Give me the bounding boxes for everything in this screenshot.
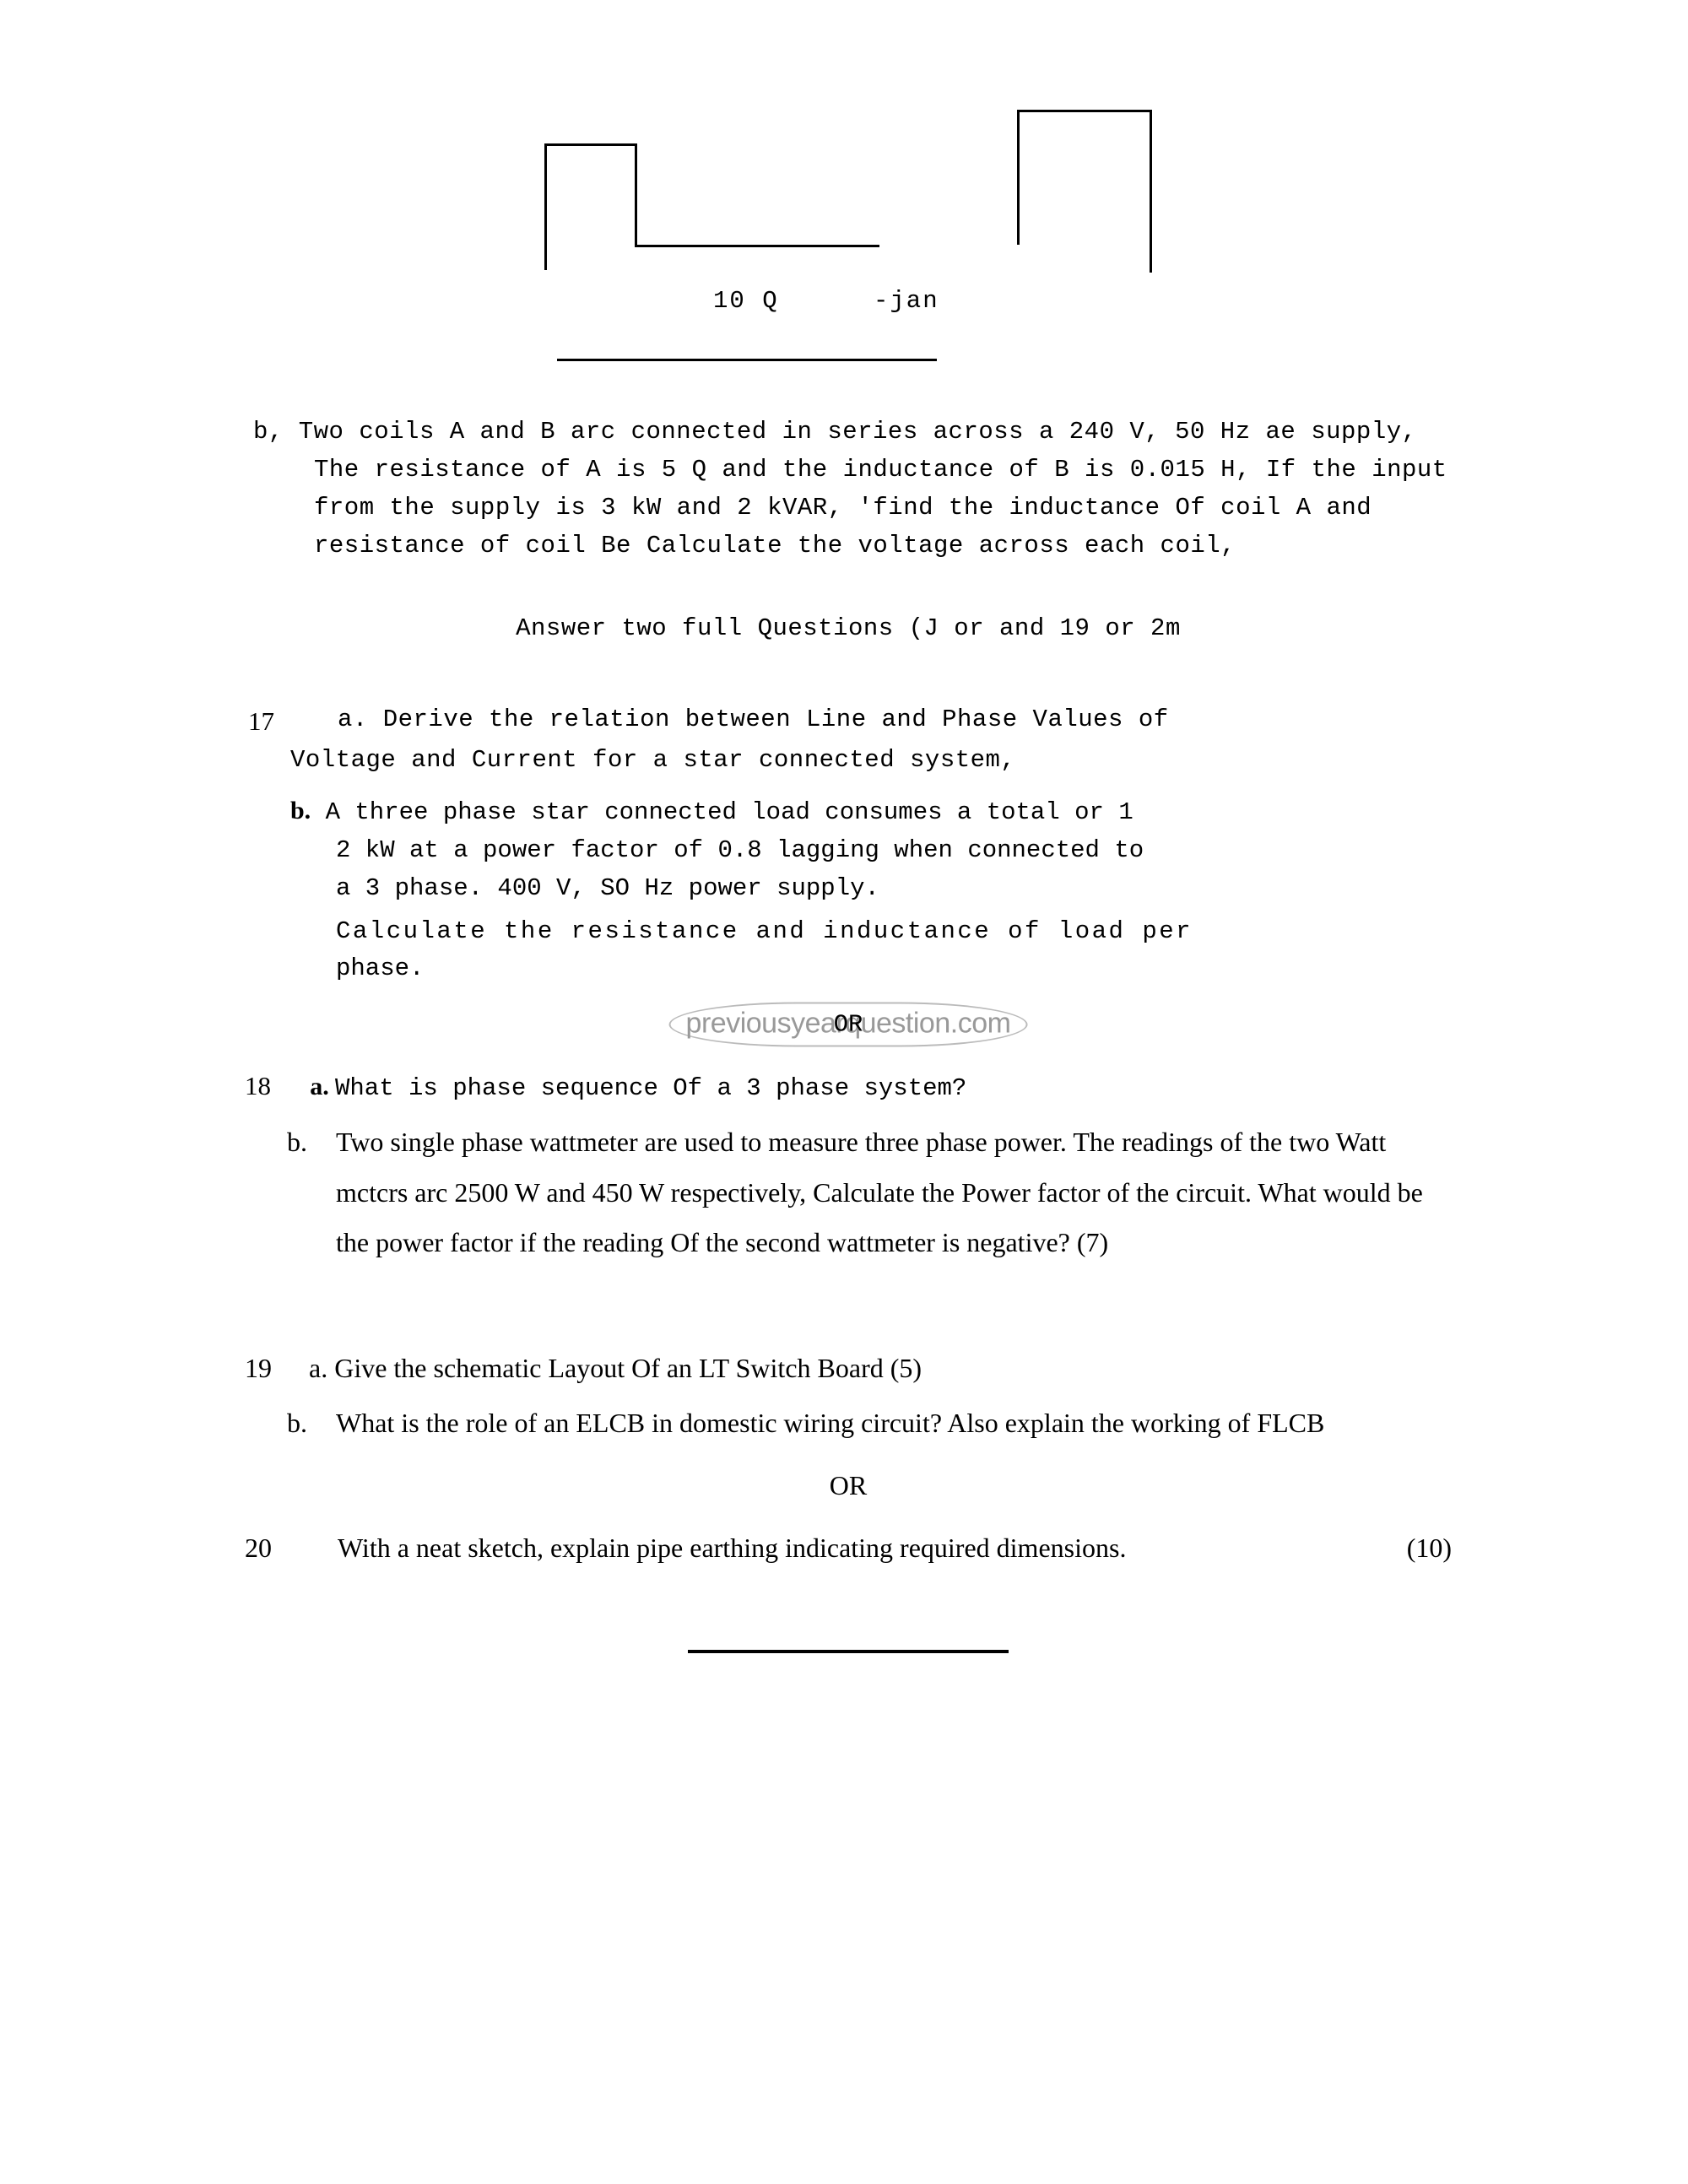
q17a-line1: Derive the relation between Line and Pha… — [383, 705, 1169, 733]
q18a-text: What is phase sequence Of a 3 phase syst… — [335, 1074, 966, 1102]
question-18b: b. Two single phase wattmeter are used t… — [245, 1117, 1452, 1268]
question-16b: b, Two coils A and B arc connected in se… — [253, 414, 1477, 565]
q19-number: 19 — [245, 1343, 302, 1393]
q20-marks: (10) — [1376, 1523, 1452, 1573]
q17a-label: a. — [338, 705, 368, 733]
q18a-label: a. — [310, 1073, 329, 1100]
exam-page: 10 Q -jan b, Two coils A and B arc conne… — [0, 0, 1688, 2184]
or-label-1: OR — [834, 1011, 863, 1039]
q19b-label: b. — [245, 1398, 336, 1448]
q17b-line1: A three phase star connected load consum… — [326, 798, 1133, 826]
q16b-label: b, — [253, 418, 284, 446]
or-separator-2: OR — [245, 1470, 1452, 1501]
question-18a: 18 a. What is phase sequence Of a 3 phas… — [245, 1071, 1452, 1102]
or-separator-1: previousyearquestion.com OR — [245, 995, 1452, 1054]
q20-number: 20 — [245, 1523, 338, 1573]
question-19b: b. What is the role of an ELCB in domest… — [245, 1398, 1452, 1448]
q19b-text: What is the role of an ELCB in domestic … — [336, 1398, 1452, 1448]
q17b-line2: 2 kW at a power factor of 0.8 lagging wh… — [336, 836, 1144, 864]
question-17a-cont: Voltage and Current for a star connected… — [245, 742, 1452, 780]
q17b-label: b. — [290, 797, 311, 824]
diagram-label-left: 10 Q — [713, 287, 779, 315]
q18-number: 18 — [245, 1071, 304, 1101]
section-instruction: Answer two full Questions (J or and 19 o… — [245, 614, 1452, 642]
question-17a: 17 a. Derive the relation between Line a… — [245, 701, 1452, 742]
q17b-line3: a 3 phase. 400 V, SO Hz power supply. — [336, 874, 879, 902]
circuit-diagram: 10 Q -jan — [544, 143, 1152, 380]
q17a-line2: Voltage and Current for a star connected… — [290, 746, 1015, 774]
q17-number: 17 — [245, 701, 338, 742]
question-17b: b. A three phase star connected load con… — [245, 792, 1452, 989]
q20-text: With a neat sketch, explain pipe earthin… — [338, 1523, 1376, 1573]
q17b-calc2: phase. — [336, 954, 424, 982]
q19a-text: a. Give the schematic Layout Of an LT Sw… — [309, 1353, 922, 1383]
question-20: 20 With a neat sketch, explain pipe eart… — [245, 1523, 1452, 1573]
end-rule — [688, 1650, 1009, 1653]
q16b-text: Two coils A and B arc connected in serie… — [299, 418, 1447, 560]
diagram-label-right: -jan — [874, 287, 939, 315]
q17b-calc1: Calculate the resistance and inductance … — [336, 917, 1193, 945]
q18b-label: b. — [245, 1117, 336, 1268]
q18b-text: Two single phase wattmeter are used to m… — [336, 1117, 1452, 1268]
question-19a: 19 a. Give the schematic Layout Of an LT… — [245, 1343, 1452, 1393]
